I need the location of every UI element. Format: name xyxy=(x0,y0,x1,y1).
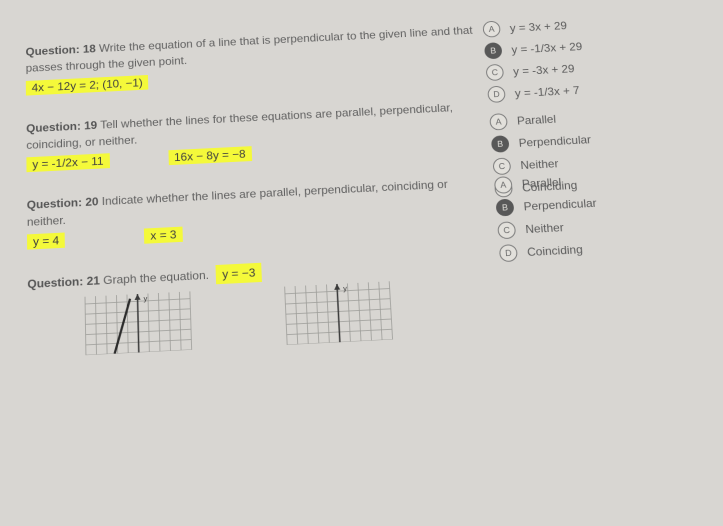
graph-right: y xyxy=(267,280,410,345)
bubble-c-icon: C xyxy=(486,64,505,81)
q18-choice-c[interactable]: C y = -3x + 29 xyxy=(486,55,680,81)
q18-choice-b[interactable]: B y = -1/3x + 29 xyxy=(484,34,678,60)
question-19: Question: 19 Tell whether the lines for … xyxy=(26,88,687,172)
question-21: Question: 21 Graph the equation. y = −3 xyxy=(27,241,705,358)
question-20: Question: 20 Indicate whether the lines … xyxy=(27,163,695,249)
q21-label: Question: 21 xyxy=(27,274,100,291)
bubble-b-icon: B xyxy=(484,42,503,59)
q18-choice-a[interactable]: A y = 3x + 29 xyxy=(482,12,675,38)
bubble-a-icon: A xyxy=(489,113,508,130)
bubble-a-icon: A xyxy=(482,21,500,38)
choice-text: Perpendicular xyxy=(518,133,591,150)
q20-choice-b[interactable]: B Perpendicular xyxy=(495,190,693,217)
q18-label: Question: 18 xyxy=(26,42,96,58)
bubble-c-icon: C xyxy=(497,221,516,239)
bubble-a-icon: A xyxy=(494,176,513,194)
choice-text: y = -1/3x + 29 xyxy=(511,40,583,56)
y-axis-label: y xyxy=(343,284,348,293)
choice-text: Parallel xyxy=(521,176,561,191)
q20-choice-c[interactable]: C Neither xyxy=(497,212,696,239)
q18-given: 4x − 12y = 2; (10, −1) xyxy=(26,75,149,96)
choice-text: y = -3x + 29 xyxy=(513,62,575,78)
q19-choice-b[interactable]: B Perpendicular xyxy=(491,126,687,152)
q20-given1: y = 4 xyxy=(27,233,65,250)
bubble-b-icon: B xyxy=(495,199,514,217)
choice-text: y = 3x + 29 xyxy=(509,19,567,34)
q19-given1: y = -1/2x − 11 xyxy=(26,153,109,172)
choice-text: Neither xyxy=(525,221,564,236)
y-axis-label: y xyxy=(143,294,147,303)
choice-text: Perpendicular xyxy=(523,196,597,213)
q19-given2: 16x − 8y = −8 xyxy=(168,146,252,165)
question-18: Question: 18 Write the equation of a lin… xyxy=(26,12,680,96)
graph-left: y xyxy=(68,291,210,357)
q21-given: y = −3 xyxy=(216,263,262,284)
q21-instr: Graph the equation. xyxy=(103,268,209,287)
choice-text: Parallel xyxy=(517,113,557,128)
q20-given2: x = 3 xyxy=(144,227,182,244)
q20-label: Question: 20 xyxy=(27,195,99,212)
q19-label: Question: 19 xyxy=(26,119,97,135)
bubble-b-icon: B xyxy=(491,135,510,153)
